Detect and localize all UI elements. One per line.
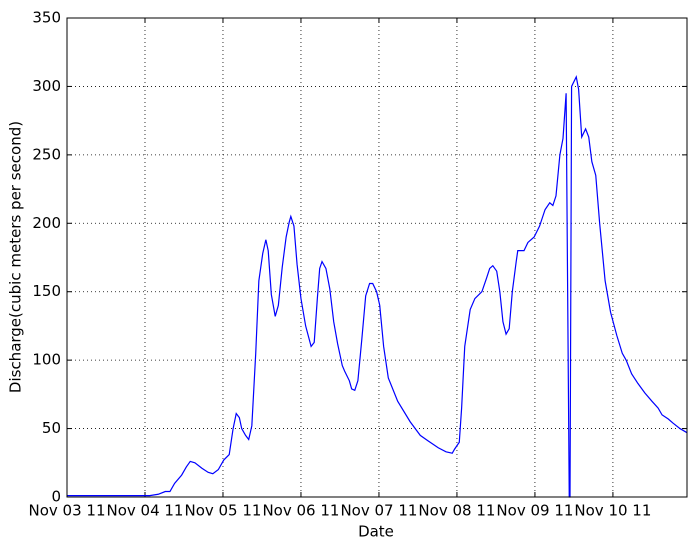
plot-frame xyxy=(66,17,688,498)
y-tick-label: 300 xyxy=(32,77,61,95)
x-tick-label: Nov 06 11 xyxy=(262,502,339,520)
y-tick-label: 250 xyxy=(32,145,61,163)
y-tick-label: 150 xyxy=(32,282,61,300)
y-tick-label: 200 xyxy=(32,214,61,232)
x-tick-label: Nov 04 11 xyxy=(106,502,183,520)
x-axis-label: Date xyxy=(358,523,394,541)
y-tick-label: 350 xyxy=(32,9,61,27)
x-tick-label: Nov 07 11 xyxy=(340,502,417,520)
x-tick-label: Nov 10 11 xyxy=(574,502,651,520)
x-tick-label: Nov 05 11 xyxy=(184,502,261,520)
y-axis-label: Discharge(cubic meters per second) xyxy=(7,121,25,393)
x-tick-label: Nov 03 11 xyxy=(29,502,106,520)
y-tick-label: 50 xyxy=(42,419,61,437)
y-tick-label: 0 xyxy=(51,488,61,506)
y-tick-label: 100 xyxy=(32,351,61,369)
x-tick-label: Nov 08 11 xyxy=(418,502,495,520)
x-tick-label: Nov 09 11 xyxy=(496,502,573,520)
data-line xyxy=(67,74,688,498)
